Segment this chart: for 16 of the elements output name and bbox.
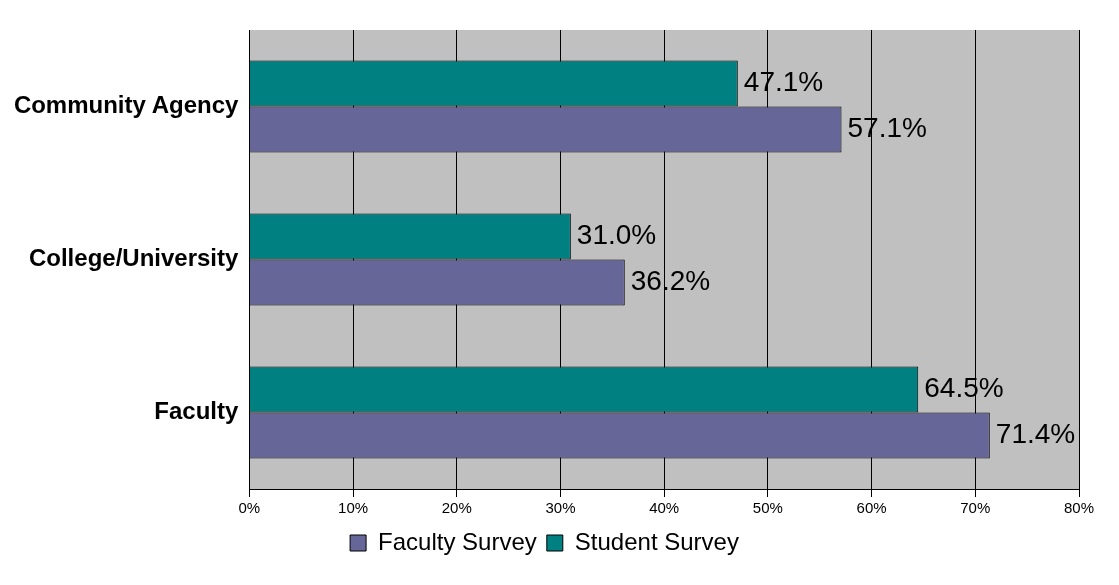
x-tick-label: 30%: [545, 499, 576, 517]
legend-label: Student Survey: [574, 527, 739, 555]
x-tick-label: 50%: [752, 499, 783, 517]
y-tick-label: Community Agency: [13, 91, 239, 119]
x-tick-label: 60%: [856, 499, 887, 517]
x-tick-label: 80%: [1063, 499, 1095, 517]
x-tick-label: 0%: [238, 499, 261, 517]
legend-label: Faculty Survey: [378, 527, 537, 555]
x-tick-label: 10%: [338, 499, 369, 517]
y-tick-label: College/University: [28, 244, 240, 272]
x-tick-label: 20%: [441, 499, 472, 517]
x-tick-label: 40%: [649, 499, 680, 517]
x-tick-label: 70%: [960, 499, 991, 517]
data-label: 31.0%: [576, 219, 657, 251]
y-tick-label: Faculty: [154, 397, 240, 425]
data-label: 71.4%: [995, 418, 1076, 450]
